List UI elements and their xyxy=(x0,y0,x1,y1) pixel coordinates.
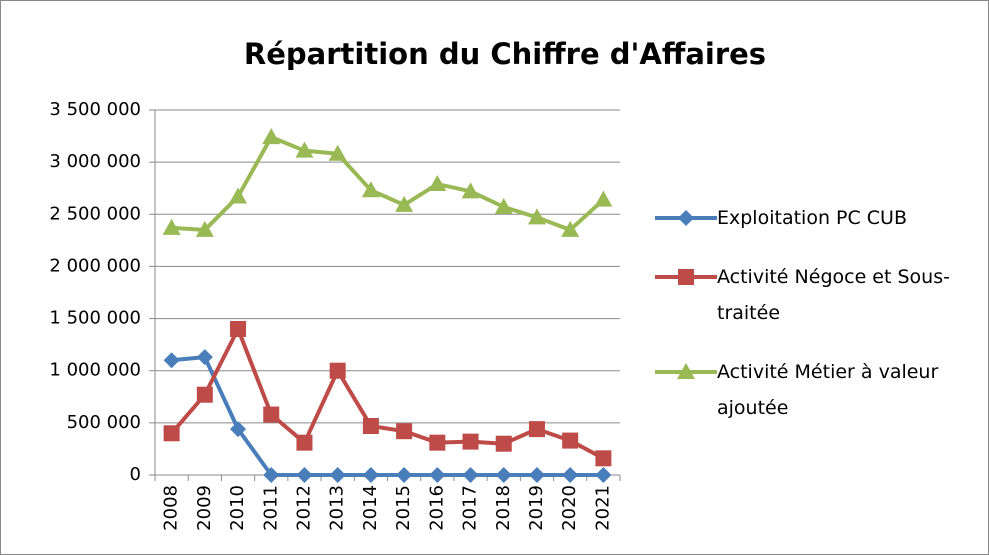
x-tick-label: 2008 xyxy=(161,485,182,531)
marker xyxy=(230,421,247,438)
legend-label: Activité Métier à valeur ajoutée xyxy=(717,361,939,419)
legend-entry: Activité Négoce et Sous-traitée xyxy=(655,264,975,331)
x-tick-label: 2020 xyxy=(559,485,580,531)
legend-label: Exploitation PC CUB xyxy=(717,207,907,229)
x-tick-label: 2018 xyxy=(493,485,514,531)
x-tick-label: 2019 xyxy=(526,485,547,531)
marker xyxy=(461,182,480,199)
legend-entry: Activité Métier à valeur ajoutée xyxy=(655,359,975,426)
marker xyxy=(230,321,247,337)
x-tick-label: 2014 xyxy=(360,485,381,531)
marker xyxy=(229,187,248,204)
legend-swatch xyxy=(655,210,717,226)
marker xyxy=(494,197,513,214)
marker xyxy=(263,406,280,423)
x-tick-label: 2013 xyxy=(327,485,348,531)
marker xyxy=(428,175,447,192)
marker xyxy=(429,467,446,483)
marker xyxy=(196,349,213,366)
chart-title: Répartition du Chiffre d'Affaires xyxy=(244,37,766,71)
marker xyxy=(678,269,694,285)
marker xyxy=(162,218,181,235)
x-tick-label: 2009 xyxy=(194,485,215,531)
legend-entry: Exploitation PC CUB xyxy=(655,205,975,236)
marker xyxy=(527,208,546,225)
marker xyxy=(163,352,180,369)
marker xyxy=(163,425,180,442)
marker xyxy=(262,128,281,145)
x-tick-label: 2021 xyxy=(592,485,613,531)
marker xyxy=(195,220,214,237)
marker xyxy=(562,467,579,483)
marker xyxy=(677,363,695,379)
x-tick-label: 2012 xyxy=(293,485,314,531)
legend-swatch xyxy=(655,363,717,379)
marker xyxy=(495,435,512,452)
marker xyxy=(296,434,313,451)
legend-swatch xyxy=(655,269,717,285)
marker xyxy=(329,362,346,379)
marker xyxy=(361,181,380,198)
y-tick-label: 3 000 000 xyxy=(49,151,141,172)
marker xyxy=(296,467,313,483)
marker xyxy=(396,423,413,440)
marker xyxy=(396,467,413,483)
marker xyxy=(528,421,545,438)
marker xyxy=(329,467,346,483)
x-tick-label: 2010 xyxy=(227,485,248,531)
y-tick-label: 1 000 000 xyxy=(49,360,141,381)
y-tick-label: 500 000 xyxy=(67,412,141,433)
marker xyxy=(196,386,213,403)
x-tick-label: 2011 xyxy=(260,485,281,531)
marker xyxy=(362,417,379,434)
marker xyxy=(595,450,612,467)
y-tick-label: 2 500 000 xyxy=(49,203,141,224)
marker xyxy=(528,467,545,483)
y-tick-label: 2 000 000 xyxy=(49,255,141,276)
marker xyxy=(678,210,694,226)
x-tick-label: 2015 xyxy=(393,485,414,531)
marker xyxy=(328,144,347,161)
marker xyxy=(429,434,446,451)
marker xyxy=(595,467,612,483)
marker xyxy=(295,141,314,158)
marker xyxy=(594,190,613,207)
series-line xyxy=(171,135,605,232)
x-tick-label: 2017 xyxy=(460,485,481,531)
x-tick-label: 2016 xyxy=(426,485,447,531)
legend-label: Activité Négoce et Sous-traitée xyxy=(717,266,950,324)
marker xyxy=(561,220,580,237)
marker xyxy=(495,467,512,483)
y-tick-label: 0 xyxy=(130,464,141,485)
marker xyxy=(562,432,579,449)
marker xyxy=(362,467,379,483)
legend: Exploitation PC CUB Activité Négoce et So… xyxy=(655,205,975,454)
marker xyxy=(462,467,479,483)
marker xyxy=(395,195,414,212)
y-tick-label: 1 500 000 xyxy=(49,308,141,329)
marker xyxy=(263,467,280,483)
y-tick-label: 3 500 000 xyxy=(49,99,141,120)
marker xyxy=(462,433,479,450)
